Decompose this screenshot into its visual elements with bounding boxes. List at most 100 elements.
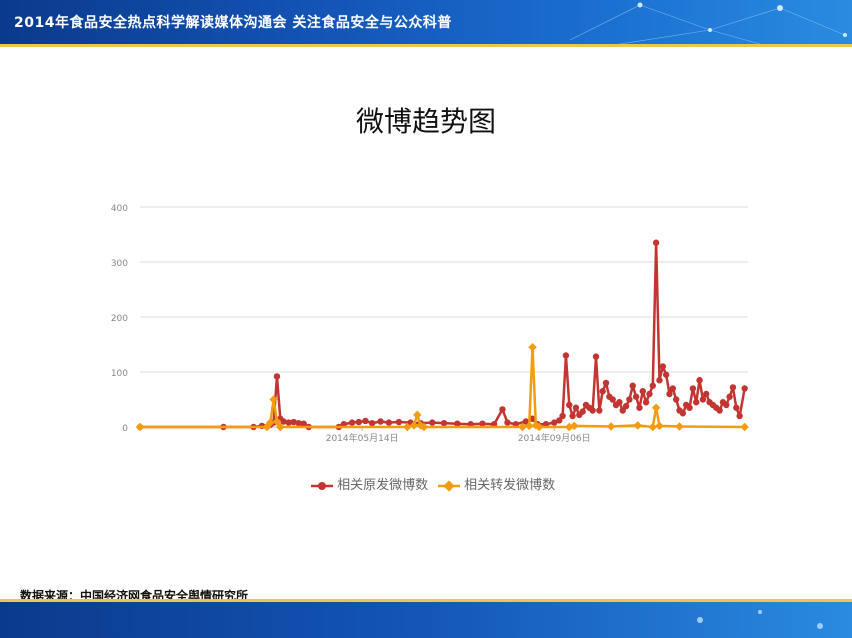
- data-point: [619, 407, 626, 414]
- data-point: [693, 399, 700, 406]
- data-point: [348, 419, 356, 426]
- y-tick-label: 400: [111, 204, 128, 214]
- data-point: [592, 353, 600, 360]
- banner-title: 2014年食品安全热点科学解读媒体沟通会 关注食品安全与公众科普: [14, 15, 452, 31]
- data-point: [726, 393, 733, 400]
- data-point: [355, 418, 363, 426]
- data-point: [403, 422, 412, 432]
- legend-marker-forward: [438, 479, 460, 492]
- data-point: [689, 385, 697, 392]
- data-point: [504, 419, 511, 426]
- data-point: [632, 393, 640, 400]
- header-banner: 2014年食品安全热点科学解读媒体沟通会 关注食品安全与公众科普: [0, 0, 852, 47]
- legend-item-forward[interactable]: 相关转发微博数: [438, 474, 555, 493]
- data-point: [651, 403, 661, 412]
- legend-label-original: 相关原发微博数: [337, 478, 429, 493]
- data-point: [659, 363, 667, 370]
- footer-decoration: [697, 610, 823, 629]
- data-point: [566, 401, 573, 409]
- data-point: [699, 396, 707, 403]
- data-point: [655, 421, 664, 431]
- y-tick-label: 300: [111, 259, 128, 269]
- data-point: [413, 410, 422, 420]
- y-tick-label: 100: [111, 369, 128, 379]
- data-point: [696, 377, 703, 384]
- data-point: [419, 422, 429, 432]
- data-point: [295, 419, 302, 427]
- legend-item-original[interactable]: 相关原发微博数: [311, 474, 428, 493]
- data-point: [642, 399, 650, 406]
- data-point: [649, 382, 656, 389]
- data-point: [272, 417, 282, 426]
- data-point: [669, 385, 677, 392]
- data-point: [429, 419, 436, 426]
- data-point: [499, 406, 506, 413]
- data-point: [626, 396, 633, 403]
- data-point: [703, 390, 710, 398]
- data-point: [522, 418, 530, 425]
- data-point: [528, 343, 537, 352]
- data-point: [362, 417, 369, 425]
- x-tick-label: 2014年05月14日: [326, 432, 399, 444]
- data-point: [395, 418, 403, 426]
- y-tick-label: 0: [122, 424, 128, 434]
- data-point: [741, 385, 748, 392]
- data-point: [686, 404, 693, 411]
- trend-chart: 0 100 200 300 400 2014年05月14日 2014年09月06日: [111, 204, 749, 444]
- y-tick-label: 200: [111, 314, 128, 324]
- data-point: [529, 415, 536, 422]
- data-point: [679, 410, 687, 417]
- data-point: [629, 382, 636, 389]
- data-point: [652, 239, 660, 246]
- data-point: [672, 396, 680, 403]
- data-point: [479, 420, 486, 427]
- data-point: [524, 421, 534, 431]
- series-forward: [135, 343, 749, 432]
- data-point: [636, 404, 643, 411]
- data-point: [599, 388, 606, 395]
- slide-title: 微博趋势图: [355, 105, 496, 138]
- data-point: [534, 422, 544, 432]
- data-point: [656, 377, 663, 384]
- data-point: [733, 404, 740, 411]
- data-point: [551, 419, 558, 426]
- data-point: [606, 422, 616, 431]
- data-point: [290, 418, 297, 426]
- data-point: [633, 421, 643, 430]
- data-point: [723, 401, 730, 409]
- data-point: [300, 420, 307, 427]
- data-point: [562, 352, 570, 359]
- legend-marker-original: [311, 481, 333, 490]
- data-point: [639, 388, 646, 395]
- data-point: [729, 384, 737, 391]
- data-point: [454, 420, 461, 427]
- data-point: [609, 396, 616, 403]
- x-axis: 2014年05月14日 2014年09月06日: [326, 427, 591, 444]
- data-point: [280, 418, 287, 425]
- data-point: [736, 412, 743, 420]
- footer-banner: [0, 599, 852, 638]
- data-point: [368, 419, 376, 427]
- data-point: [518, 422, 527, 432]
- data-point: [596, 407, 603, 414]
- data-point: [602, 379, 610, 387]
- y-axis-ticks: 0 100 200 300 400: [111, 204, 128, 434]
- data-point: [572, 404, 580, 411]
- data-point: [569, 412, 576, 420]
- series-original: [136, 239, 748, 431]
- data-point: [646, 390, 653, 398]
- data-point: [385, 419, 393, 426]
- data-point: [409, 421, 419, 430]
- data-point: [666, 390, 673, 398]
- data-point: [269, 395, 278, 404]
- data-point: [616, 399, 623, 406]
- data-point: [559, 412, 566, 420]
- data-point: [135, 422, 145, 432]
- x-tick-label: 2014年09月06日: [518, 432, 591, 444]
- data-point: [273, 373, 281, 380]
- data-point: [440, 419, 448, 427]
- network-pattern-decoration: [569, 2, 847, 44]
- data-point: [570, 421, 579, 431]
- data-point: [662, 371, 670, 378]
- data-point: [377, 418, 384, 425]
